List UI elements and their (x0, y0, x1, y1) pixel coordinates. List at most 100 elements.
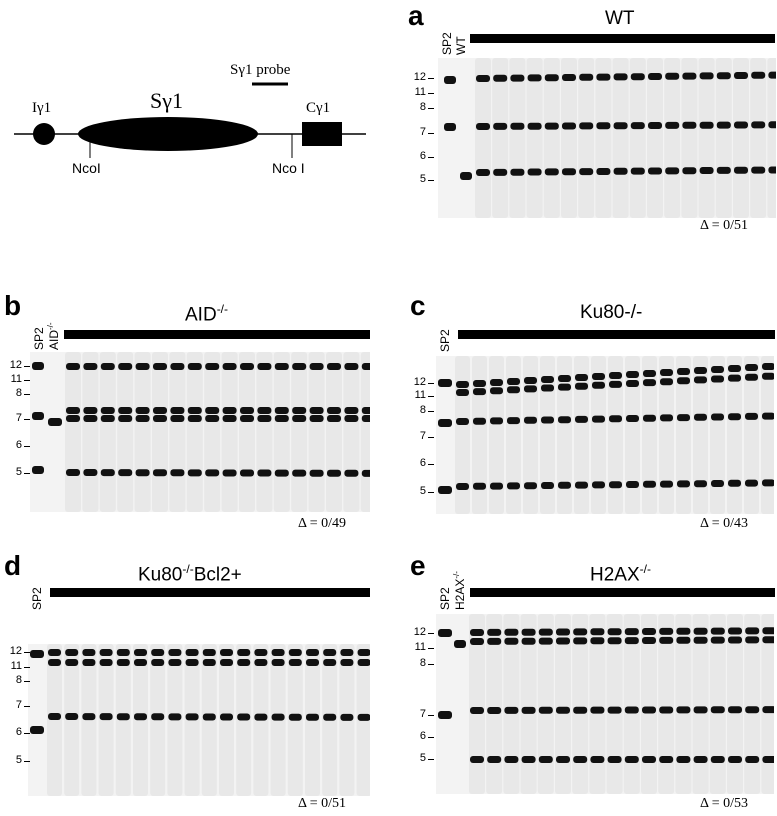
band (48, 418, 62, 426)
band (220, 713, 233, 721)
band (65, 659, 79, 666)
band (65, 713, 79, 721)
band (624, 756, 639, 763)
band (222, 407, 237, 414)
lane-smear (675, 614, 692, 794)
band (153, 363, 167, 370)
band (82, 713, 96, 721)
band (48, 713, 61, 720)
band (444, 76, 456, 84)
band (153, 407, 167, 414)
band (170, 469, 185, 477)
mw-marker-label: 8 (15, 674, 22, 686)
band (544, 168, 559, 176)
band (751, 166, 766, 174)
band (538, 756, 553, 763)
band (613, 73, 628, 81)
band (361, 407, 370, 414)
band (288, 659, 302, 666)
band (630, 73, 645, 81)
band (510, 122, 525, 130)
band (624, 637, 639, 645)
band (573, 756, 588, 763)
lane-label-sp2: SP2 (440, 32, 454, 55)
mw-marker-label: 7 (419, 708, 426, 720)
band (170, 415, 185, 422)
gel-bands (438, 356, 774, 514)
mw-marker-label: 5 (419, 173, 426, 185)
band (510, 74, 525, 82)
band (187, 407, 202, 414)
band (677, 377, 690, 385)
band (642, 706, 656, 714)
band (30, 726, 44, 734)
band (292, 407, 307, 414)
i-gamma1-exon (33, 123, 55, 145)
lane-smear (475, 58, 491, 218)
band (473, 417, 486, 425)
band (48, 659, 61, 666)
band (323, 713, 337, 721)
c-gamma1-exon (302, 122, 342, 146)
lane-smear (343, 352, 360, 512)
band (205, 363, 220, 370)
lane-label-sp2: SP2 (438, 329, 452, 352)
band (745, 627, 760, 635)
band (240, 415, 254, 422)
mw-marker-label: 11 (414, 389, 426, 401)
band (728, 374, 741, 382)
band (527, 74, 542, 82)
locus-map (14, 82, 366, 158)
lane-smear (629, 58, 646, 218)
band (66, 415, 80, 422)
delta-label: Δ = 0/51 (700, 218, 749, 233)
s-gamma1-label: Sγ1 (150, 88, 183, 113)
band (456, 418, 469, 425)
band (573, 628, 588, 636)
band (340, 713, 354, 721)
band (470, 638, 484, 645)
band (643, 414, 656, 422)
band (135, 407, 150, 414)
lane-label-control: H2AX-/- (452, 571, 467, 610)
band (151, 659, 165, 666)
band (694, 480, 707, 488)
band (607, 637, 622, 645)
lane-smear (239, 352, 255, 512)
band (648, 167, 662, 175)
mw-marker-label: 6 (15, 439, 22, 451)
band (762, 756, 774, 763)
band (762, 479, 774, 487)
band (734, 121, 748, 129)
band (643, 370, 656, 377)
band (524, 385, 537, 393)
band (274, 363, 289, 370)
gel-blot (438, 58, 776, 218)
mw-marker-tick (24, 652, 30, 653)
lane-smear (693, 356, 708, 514)
genotype-label: Ku80-/- (580, 302, 643, 323)
mw-marker-tick (24, 706, 30, 707)
ncoi-right-label: Nco I (272, 160, 305, 176)
band (562, 122, 576, 130)
delta-label: Δ = 0/43 (700, 516, 749, 531)
band (456, 381, 469, 388)
band (521, 756, 536, 763)
band (710, 756, 725, 763)
band (361, 363, 370, 370)
band (490, 417, 503, 425)
band (292, 415, 307, 422)
lane-smear (658, 614, 675, 794)
mw-marker-tick (24, 419, 30, 420)
lane-smear (761, 614, 774, 794)
band (699, 72, 714, 80)
band (556, 706, 570, 714)
band (728, 756, 742, 763)
band (693, 756, 708, 763)
lane-smear (561, 58, 577, 218)
band (659, 706, 674, 714)
mw-marker-label: 11 (414, 641, 426, 653)
band (768, 71, 776, 79)
band (728, 706, 742, 714)
band (257, 469, 272, 477)
